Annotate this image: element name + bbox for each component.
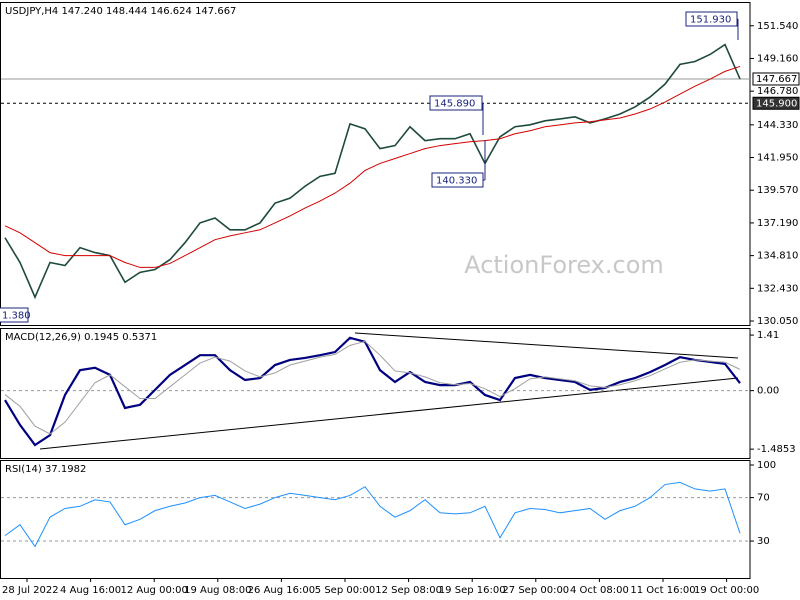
panel-border xyxy=(0,460,751,579)
price-label-box xyxy=(752,72,800,86)
y-tick-label: 134.810 xyxy=(757,251,798,262)
x-tick-label: 4 Oct 08:00 xyxy=(570,585,629,596)
x-tick-label: 12 Aug 00:00 xyxy=(120,585,187,596)
y-tick-label: 146.780 xyxy=(757,86,798,97)
y-tick-label: 151.540 xyxy=(757,21,798,32)
price-label: 147.667 xyxy=(756,74,797,85)
x-tick-label: 19 Aug 08:00 xyxy=(184,585,251,596)
y-tick-label: 1.41 xyxy=(757,330,779,341)
panel-title: RSI(14) 37.1982 xyxy=(5,464,86,475)
y-tick-label: 139.570 xyxy=(757,185,798,196)
y-tick-label: -1.4853 xyxy=(757,444,796,455)
series-line xyxy=(4,336,741,447)
watermark: ActionForex.com xyxy=(464,251,664,279)
y-tick-label: 100 xyxy=(757,460,776,471)
annotation: 1.380 xyxy=(2,311,31,322)
x-tick-label: 12 Sep 08:00 xyxy=(375,585,442,596)
series-line xyxy=(4,340,741,435)
trend-line xyxy=(354,332,739,359)
y-tick-label: 0.00 xyxy=(757,386,779,397)
x-tick-label: 4 Aug 16:00 xyxy=(60,585,121,596)
y-tick-label: 132.430 xyxy=(757,283,798,294)
y-tick-label: 130.050 xyxy=(757,316,798,327)
x-tick-label: 28 Jul 2022 xyxy=(2,585,59,596)
series-line xyxy=(4,65,741,268)
price-label: 145.900 xyxy=(756,98,797,109)
annotation: 140.330 xyxy=(436,176,477,187)
x-tick-label: 26 Aug 16:00 xyxy=(248,585,315,596)
panel-title: USDJPY,H4 147.240 148.444 146.624 147.66… xyxy=(5,6,236,17)
x-tick-label: 19 Oct 00:00 xyxy=(694,585,759,596)
y-tick-label: 30 xyxy=(757,536,770,547)
x-tick-label: 27 Sep 00:00 xyxy=(502,585,569,596)
panel-border xyxy=(0,2,751,326)
y-tick-label: 70 xyxy=(757,493,770,504)
price-label-box xyxy=(752,96,800,110)
y-tick-label: 137.190 xyxy=(757,218,798,229)
annotation-box xyxy=(0,307,29,323)
x-tick-label: 19 Sep 16:00 xyxy=(439,585,506,596)
series-line xyxy=(4,43,741,300)
y-tick-label: 141.950 xyxy=(757,153,798,164)
annotation: 151.930 xyxy=(690,15,731,26)
annotation: 145.890 xyxy=(434,99,475,110)
x-tick-label: 5 Sep 00:00 xyxy=(315,585,375,596)
x-tick-label: 11 Oct 16:00 xyxy=(630,585,695,596)
series-line xyxy=(4,481,741,548)
y-tick-label: 149.160 xyxy=(757,53,798,64)
trend-line xyxy=(39,377,739,450)
panel-title: MACD(12,26,9) 0.1945 0.5371 xyxy=(5,332,157,343)
y-tick-label: 144.330 xyxy=(757,120,798,131)
panel-border xyxy=(0,328,751,459)
